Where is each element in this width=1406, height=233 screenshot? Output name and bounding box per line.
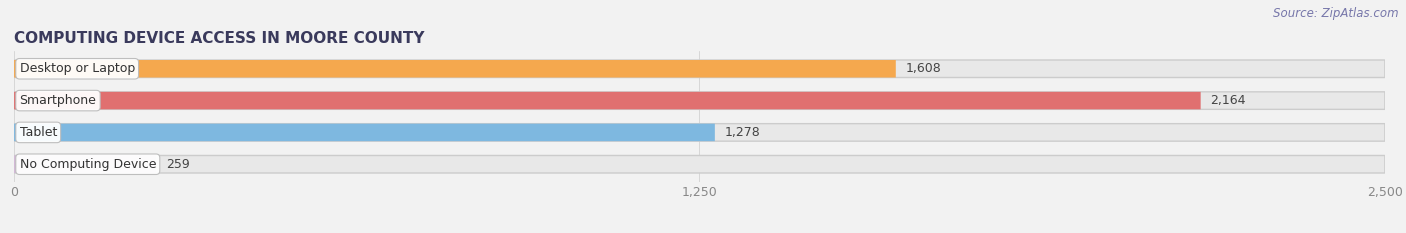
Text: Tablet: Tablet (20, 126, 56, 139)
FancyBboxPatch shape (14, 155, 1385, 173)
FancyBboxPatch shape (14, 124, 714, 141)
FancyBboxPatch shape (14, 155, 156, 173)
FancyBboxPatch shape (14, 60, 896, 78)
Text: 1,278: 1,278 (724, 126, 761, 139)
Text: 2,164: 2,164 (1211, 94, 1246, 107)
FancyBboxPatch shape (14, 92, 1385, 109)
FancyBboxPatch shape (14, 60, 1385, 78)
FancyBboxPatch shape (14, 124, 1385, 141)
FancyBboxPatch shape (14, 92, 1201, 109)
Text: No Computing Device: No Computing Device (20, 158, 156, 171)
Text: 259: 259 (166, 158, 190, 171)
Text: COMPUTING DEVICE ACCESS IN MOORE COUNTY: COMPUTING DEVICE ACCESS IN MOORE COUNTY (14, 31, 425, 46)
Text: Smartphone: Smartphone (20, 94, 97, 107)
Text: Desktop or Laptop: Desktop or Laptop (20, 62, 135, 75)
Text: 1,608: 1,608 (905, 62, 942, 75)
Text: Source: ZipAtlas.com: Source: ZipAtlas.com (1274, 7, 1399, 20)
